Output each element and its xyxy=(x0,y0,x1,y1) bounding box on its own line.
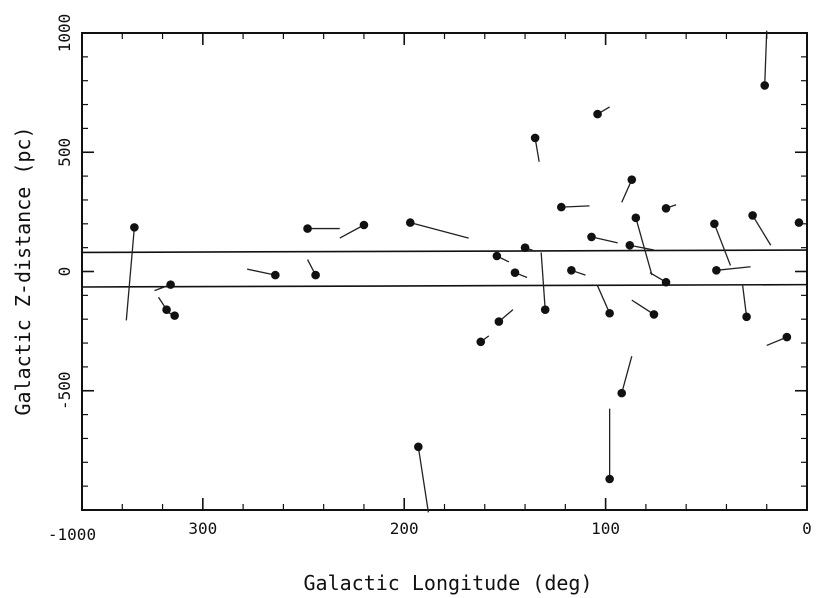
point-34 xyxy=(748,211,757,220)
x-axis-ticks: 300 200 100 0 xyxy=(121,33,812,538)
x-tick-label-300: 300 xyxy=(188,519,217,538)
vector-31 xyxy=(713,223,732,266)
point-37 xyxy=(794,218,804,227)
vector-10 xyxy=(417,446,430,513)
plot-frame xyxy=(81,32,808,511)
motion-vectors xyxy=(125,30,788,513)
reference-line-2 xyxy=(81,283,808,288)
point-6 xyxy=(303,224,312,233)
reference-lines xyxy=(81,249,808,288)
y-tick-label-500: 500 xyxy=(55,138,74,167)
vector-9 xyxy=(410,221,469,239)
point-22 xyxy=(605,308,614,318)
point-19 xyxy=(567,266,576,275)
vector-22 xyxy=(596,285,611,314)
x-tick-label-200: 200 xyxy=(390,519,419,538)
point-1 xyxy=(130,223,139,232)
point-12 xyxy=(492,251,502,261)
vector-8 xyxy=(339,224,365,239)
vector-32 xyxy=(716,266,751,271)
point-9 xyxy=(405,218,415,227)
point-27 xyxy=(631,213,641,223)
vector-18 xyxy=(561,205,590,208)
vector-5 xyxy=(247,268,276,276)
corner-tick-label: -1000 xyxy=(48,525,96,544)
point-17 xyxy=(540,305,550,314)
point-3 xyxy=(166,280,175,289)
point-32 xyxy=(712,266,721,275)
point-8 xyxy=(359,220,369,230)
point-31 xyxy=(710,219,719,229)
point-14 xyxy=(510,268,520,277)
y-tick-label-1000: 1000 xyxy=(55,14,74,53)
point-10 xyxy=(414,442,423,452)
point-15 xyxy=(520,243,530,252)
vector-17 xyxy=(540,252,546,310)
vector-35 xyxy=(764,30,768,86)
point-33 xyxy=(742,312,751,322)
vector-34 xyxy=(752,215,772,246)
vector-33 xyxy=(741,284,748,317)
point-18 xyxy=(557,202,566,212)
reference-line-1 xyxy=(81,249,808,254)
x-axis-label: Galactic Longitude (deg) xyxy=(304,571,593,595)
vector-24 xyxy=(621,355,633,394)
point-11 xyxy=(476,337,486,347)
point-7 xyxy=(311,270,320,280)
y-axis-label: Galactic Z-distance (pc) xyxy=(11,127,35,416)
point-16 xyxy=(530,133,540,143)
point-30 xyxy=(661,203,671,213)
y-axis-ticks: -500 0 500 1000 xyxy=(55,14,807,511)
point-23 xyxy=(605,474,614,484)
point-24 xyxy=(617,388,627,398)
x-tick-label-0: 0 xyxy=(802,519,812,538)
y-tick-label--500: -500 xyxy=(55,371,74,410)
point-28 xyxy=(649,310,659,319)
point-25 xyxy=(625,240,635,250)
vector-27 xyxy=(635,217,653,276)
y-tick-label-0: 0 xyxy=(55,267,74,277)
point-2 xyxy=(162,305,171,314)
point-21 xyxy=(593,109,602,119)
point-26 xyxy=(627,175,637,184)
point-13 xyxy=(494,317,504,326)
x-tick-label-100: 100 xyxy=(591,519,620,538)
point-35 xyxy=(760,81,770,90)
vector-28 xyxy=(631,299,655,315)
point-5 xyxy=(271,270,280,280)
point-36 xyxy=(782,332,792,342)
vector-1 xyxy=(125,227,136,321)
point-20 xyxy=(587,232,596,242)
data-points xyxy=(130,81,804,484)
point-29 xyxy=(661,277,671,287)
vector-20 xyxy=(591,236,618,244)
point-4 xyxy=(170,311,179,320)
